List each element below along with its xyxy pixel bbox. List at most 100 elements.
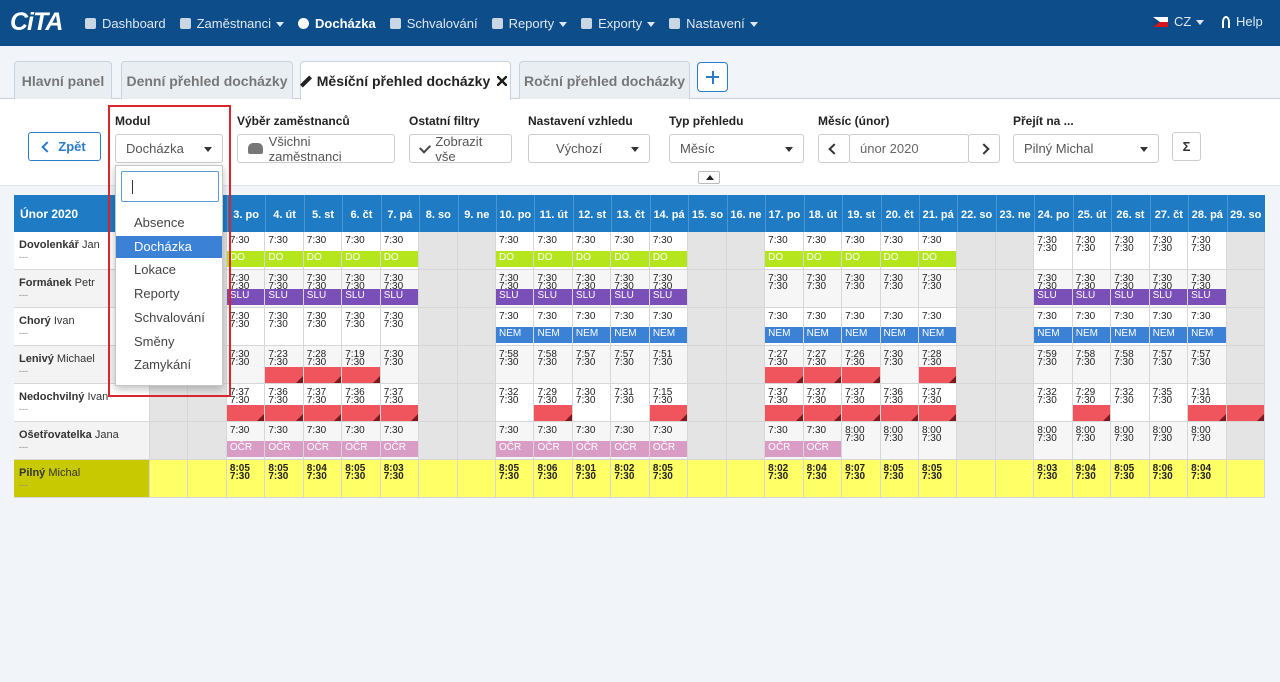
day-cell[interactable]: 7:30 DO xyxy=(496,232,535,270)
day-cell[interactable] xyxy=(1226,308,1265,346)
day-cell[interactable] xyxy=(688,460,727,498)
day-cell[interactable]: 8:00 7:30 xyxy=(918,422,958,460)
day-cell[interactable]: 8:00 7:30 xyxy=(842,422,881,460)
nav-item[interactable]: Docházka xyxy=(298,16,376,31)
day-cell[interactable]: 7:37 7:30 xyxy=(803,384,843,422)
day-cell[interactable] xyxy=(419,460,458,498)
day-cell[interactable]: 7:30 OČR xyxy=(226,422,266,460)
day-cell[interactable]: 8:07 7:30 xyxy=(842,460,881,498)
day-cell[interactable]: 7:30 NEM xyxy=(1034,308,1073,346)
day-cell[interactable]: 7:36 7:30 xyxy=(265,384,304,422)
logo[interactable]: CiTA xyxy=(10,8,63,36)
day-cell[interactable]: 7:30 DO xyxy=(803,232,843,270)
day-cell[interactable] xyxy=(1226,232,1265,270)
day-cell[interactable] xyxy=(1226,422,1265,460)
day-cell[interactable] xyxy=(419,270,458,308)
day-cell[interactable]: 8:05 7:30 xyxy=(342,460,381,498)
day-cell[interactable]: 7:30 7:30 xyxy=(765,270,804,308)
day-cell[interactable]: 7:30 DO xyxy=(880,232,919,270)
day-cell[interactable]: 7:30 OČR xyxy=(303,422,343,460)
sum-button[interactable]: Σ xyxy=(1172,132,1201,161)
day-cell[interactable]: 8:05 7:30 xyxy=(226,460,266,498)
day-cell[interactable] xyxy=(457,460,497,498)
day-cell[interactable]: 7:30 7:30 xyxy=(1034,232,1073,270)
view-type-select[interactable]: Měsíc xyxy=(669,134,804,163)
day-cell[interactable]: 7:30 7:30 xyxy=(572,384,612,422)
day-cell[interactable]: 7:30 DO xyxy=(303,232,343,270)
day-cell[interactable]: 7:30 7:30 SLU xyxy=(1111,270,1150,308)
dropdown-option[interactable]: Reporty xyxy=(134,286,180,302)
day-cell[interactable]: 7:30 DO xyxy=(534,232,573,270)
nav-item[interactable]: Schvalování xyxy=(389,16,478,31)
day-cell[interactable]: 8:05 7:30 xyxy=(265,460,304,498)
day-cell[interactable] xyxy=(726,270,766,308)
day-cell[interactable] xyxy=(688,384,727,422)
day-cell[interactable]: 7:37 7:30 xyxy=(842,384,881,422)
day-cell[interactable]: 7:30 DO xyxy=(226,232,266,270)
day-cell[interactable]: 8:04 7:30 xyxy=(1072,460,1112,498)
prev-month-button[interactable] xyxy=(818,134,850,163)
day-cell[interactable]: 7:57 7:30 xyxy=(572,346,612,384)
day-cell[interactable]: 7:30 7:30 xyxy=(880,270,919,308)
back-button[interactable]: Zpět xyxy=(28,132,101,161)
add-tab-button[interactable] xyxy=(697,62,728,92)
tab[interactable]: Hlavní panel xyxy=(14,61,112,99)
day-cell[interactable]: 7:30 OČR xyxy=(265,422,304,460)
day-cell[interactable]: 8:04 7:30 xyxy=(803,460,843,498)
day-cell[interactable]: 7:30 DO xyxy=(342,232,381,270)
day-cell[interactable] xyxy=(688,308,727,346)
dropdown-option[interactable]: Docházka xyxy=(116,235,222,258)
day-cell[interactable]: 7:31 7:30 xyxy=(611,384,650,422)
day-cell[interactable]: 7:30 NEM xyxy=(1188,308,1227,346)
day-cell[interactable]: 8:06 7:30 xyxy=(1149,460,1189,498)
day-cell[interactable]: 7:37 7:30 xyxy=(380,384,420,422)
day-cell[interactable]: 7:58 7:30 xyxy=(1111,346,1150,384)
day-cell[interactable]: 7:30 DO xyxy=(842,232,881,270)
day-cell[interactable]: 8:06 7:30 xyxy=(534,460,573,498)
day-cell[interactable] xyxy=(995,460,1035,498)
next-month-button[interactable] xyxy=(968,134,1000,163)
day-cell[interactable]: 7:30 7:30 xyxy=(303,308,343,346)
day-cell[interactable]: 8:04 7:30 xyxy=(303,460,343,498)
day-cell[interactable] xyxy=(150,384,189,422)
day-cell[interactable]: 7:15 7:30 xyxy=(649,384,689,422)
day-cell[interactable] xyxy=(457,232,497,270)
day-cell[interactable]: 7:27 7:30 xyxy=(765,346,804,384)
day-cell[interactable] xyxy=(995,422,1035,460)
day-cell[interactable]: 7:30 7:30 SLU xyxy=(265,270,304,308)
day-cell[interactable]: 7:26 7:30 xyxy=(842,346,881,384)
appearance-select[interactable]: Výchozí xyxy=(528,134,650,163)
day-cell[interactable]: 7:30 7:30 xyxy=(803,270,843,308)
day-cell[interactable]: 7:30 7:30 xyxy=(918,270,958,308)
employee-cell[interactable]: Nedochvilný Ivan --- xyxy=(14,384,150,422)
day-cell[interactable]: 7:30 DO xyxy=(265,232,304,270)
day-cell[interactable]: 7:27 7:30 xyxy=(803,346,843,384)
day-cell[interactable]: 8:01 7:30 xyxy=(572,460,612,498)
day-cell[interactable]: 7:32 7:30 xyxy=(1034,384,1073,422)
day-cell[interactable]: 7:30 7:30 SLU xyxy=(303,270,343,308)
collapse-button[interactable] xyxy=(698,171,720,184)
day-cell[interactable]: 7:30 7:30 xyxy=(1149,232,1189,270)
day-cell[interactable]: 7:30 NEM xyxy=(1111,308,1150,346)
day-cell[interactable]: 7:30 7:30 SLU xyxy=(342,270,381,308)
day-cell[interactable]: 7:30 NEM xyxy=(880,308,919,346)
day-cell[interactable]: 7:37 7:30 xyxy=(918,384,958,422)
day-cell[interactable]: 7:28 7:30 xyxy=(303,346,343,384)
tab[interactable]: Denní přehled docházky xyxy=(121,61,293,99)
tab-close[interactable] xyxy=(497,76,508,86)
day-cell[interactable]: 8:05 7:30 xyxy=(649,460,689,498)
day-cell[interactable]: 7:30 DO xyxy=(572,232,612,270)
day-cell[interactable]: 8:00 7:30 xyxy=(1149,422,1189,460)
day-cell[interactable] xyxy=(419,308,458,346)
day-cell[interactable]: 7:37 7:30 xyxy=(226,384,266,422)
day-cell[interactable]: 8:05 7:30 xyxy=(880,460,919,498)
day-cell[interactable]: 7:32 7:30 xyxy=(496,384,535,422)
day-cell[interactable] xyxy=(1226,384,1265,422)
day-cell[interactable] xyxy=(457,270,497,308)
day-cell[interactable]: 7:30 NEM xyxy=(803,308,843,346)
day-cell[interactable] xyxy=(150,422,189,460)
day-cell[interactable]: 7:29 7:30 xyxy=(1072,384,1112,422)
day-cell[interactable]: 7:51 7:30 xyxy=(649,346,689,384)
day-cell[interactable]: 7:30 7:30 xyxy=(265,308,304,346)
day-cell[interactable]: 7:30 7:30 SLU xyxy=(496,270,535,308)
